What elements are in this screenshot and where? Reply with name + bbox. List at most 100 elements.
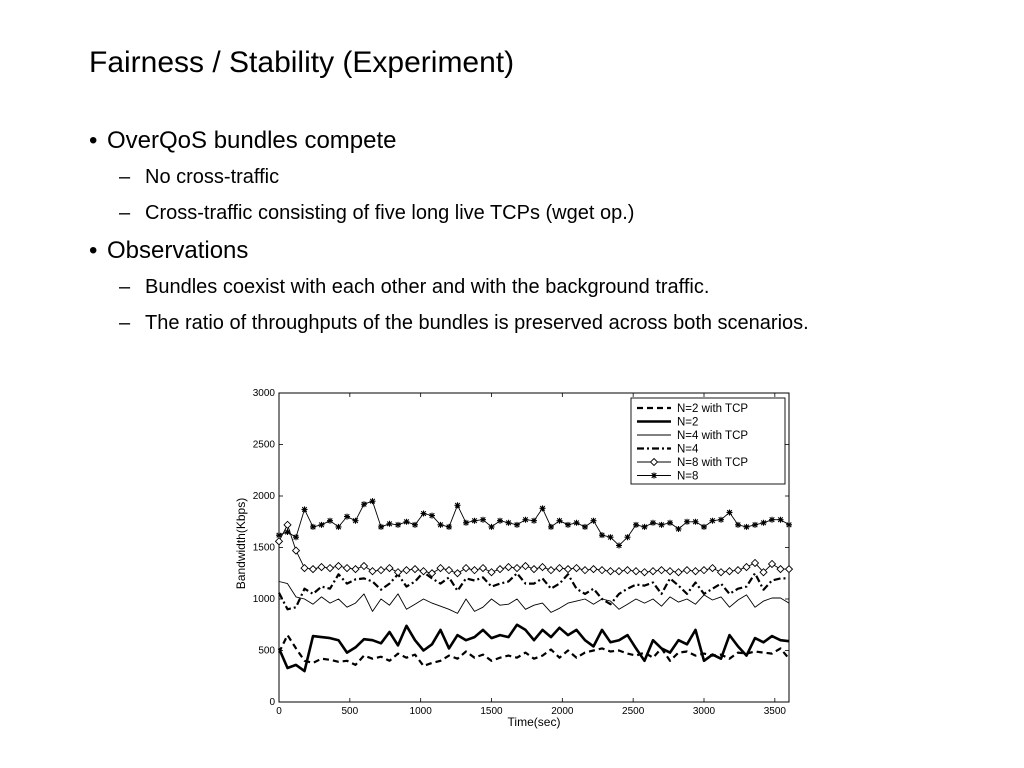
data-point	[300, 563, 309, 573]
data-point	[786, 521, 792, 528]
data-point	[461, 563, 471, 573]
dash-glyph: –	[119, 276, 131, 298]
data-point	[556, 517, 563, 524]
legend-box	[630, 397, 786, 485]
x-axis-label: Time(sec)	[508, 715, 561, 729]
data-point	[327, 517, 333, 524]
series-n-4	[278, 571, 789, 611]
data-point	[531, 517, 537, 524]
data-point	[590, 517, 597, 524]
data-point	[410, 564, 420, 574]
data-point	[641, 523, 648, 530]
bullet-text: Observations	[107, 237, 249, 264]
x-tick-label: 500	[341, 706, 358, 717]
data-point	[325, 563, 335, 573]
data-point	[735, 521, 741, 528]
data-point	[429, 512, 435, 519]
data-point	[412, 521, 418, 528]
data-point	[529, 564, 539, 574]
sub-bullet-text: Cross-traffic consisting of five long li…	[145, 202, 635, 224]
series-n-2	[277, 623, 790, 673]
data-point	[665, 567, 675, 576]
data-point	[504, 562, 513, 572]
data-point	[725, 567, 734, 576]
data-point	[606, 567, 615, 576]
data-point	[395, 521, 401, 528]
data-point	[750, 558, 760, 568]
data-point	[709, 517, 716, 524]
data-point	[563, 564, 573, 574]
data-point	[334, 561, 343, 571]
data-point	[480, 516, 486, 523]
data-point	[361, 501, 367, 508]
sub-bullet-text: Bundles coexist with each other and with…	[145, 276, 710, 298]
y-tick-label: 3000	[253, 388, 276, 399]
sub-bullet-ratio: – The ratio of throughputs of the bundles…	[89, 310, 949, 336]
bullet-glyph: •	[89, 237, 98, 264]
series-n-2-with-tcp	[278, 634, 790, 667]
y-tick-label: 1000	[253, 594, 276, 605]
dash-glyph: –	[119, 202, 131, 224]
data-point	[436, 563, 445, 573]
data-point	[514, 521, 520, 528]
data-point	[369, 498, 376, 505]
series-line	[278, 571, 789, 611]
data-point	[708, 563, 717, 573]
data-point	[521, 561, 530, 571]
y-tick-label: 0	[269, 697, 275, 708]
chart-legend: N=2 with TCP N=2N=4 with TCP N=4N=8 with T…	[630, 397, 786, 485]
data-point	[623, 566, 632, 575]
data-point	[478, 563, 488, 573]
data-point	[310, 523, 316, 530]
slide-title: Fairness / Stability (Experiment)	[89, 46, 515, 79]
sub-bullet-text: No cross-traffic	[145, 166, 280, 188]
data-point	[505, 519, 512, 526]
data-point	[352, 517, 359, 524]
chart-axes: 0 500 1000 1500 2000 2500 3000 3500 0 500 1000 1500…	[253, 388, 789, 717]
data-point	[548, 523, 554, 530]
x-tick-label: 1500	[480, 706, 503, 717]
data-point	[624, 534, 631, 541]
bullet-observations: • Observations	[89, 236, 949, 266]
data-point	[699, 566, 709, 575]
data-point	[317, 562, 326, 572]
legend-label: N=4 with TCP	[677, 430, 748, 442]
data-point	[631, 567, 641, 576]
data-point	[522, 516, 529, 523]
x-tick-label: 3500	[764, 706, 787, 717]
data-point	[675, 525, 682, 532]
data-point	[701, 523, 707, 530]
data-point	[351, 564, 360, 574]
data-point	[359, 561, 369, 571]
data-point	[658, 521, 665, 528]
data-point	[446, 523, 452, 530]
legend-marker	[651, 472, 657, 479]
data-point	[546, 566, 556, 575]
bandwidth-chart: 0 500 1000 1500 2000 2500 3000 3500 0 500 1000 1500…	[234, 388, 794, 729]
data-point	[393, 568, 403, 577]
bullet-list: • OverQoS bundles compete – No cross-traff…	[89, 126, 949, 346]
x-tick-label: 1000	[410, 706, 433, 717]
data-point	[565, 521, 571, 528]
data-point	[718, 516, 724, 523]
axis-labels: Time(sec) Bandwidth(Kbps)	[234, 498, 560, 729]
data-point	[589, 564, 598, 574]
data-point	[607, 534, 614, 541]
data-point	[657, 566, 666, 575]
data-point	[335, 523, 342, 530]
data-point	[769, 516, 775, 523]
legend-label: N=4	[677, 444, 699, 456]
data-point	[674, 568, 683, 577]
data-point	[733, 566, 743, 575]
legend-label: N=8 with TCP	[677, 457, 748, 469]
data-point	[274, 537, 284, 546]
data-point	[342, 563, 352, 573]
series-n-8-with-tcp	[274, 520, 794, 578]
data-point	[386, 520, 393, 527]
series-layer	[274, 498, 794, 673]
data-point	[573, 519, 580, 526]
data-point	[682, 566, 692, 575]
data-point	[539, 505, 546, 512]
data-point	[470, 566, 479, 575]
data-point	[580, 566, 590, 575]
